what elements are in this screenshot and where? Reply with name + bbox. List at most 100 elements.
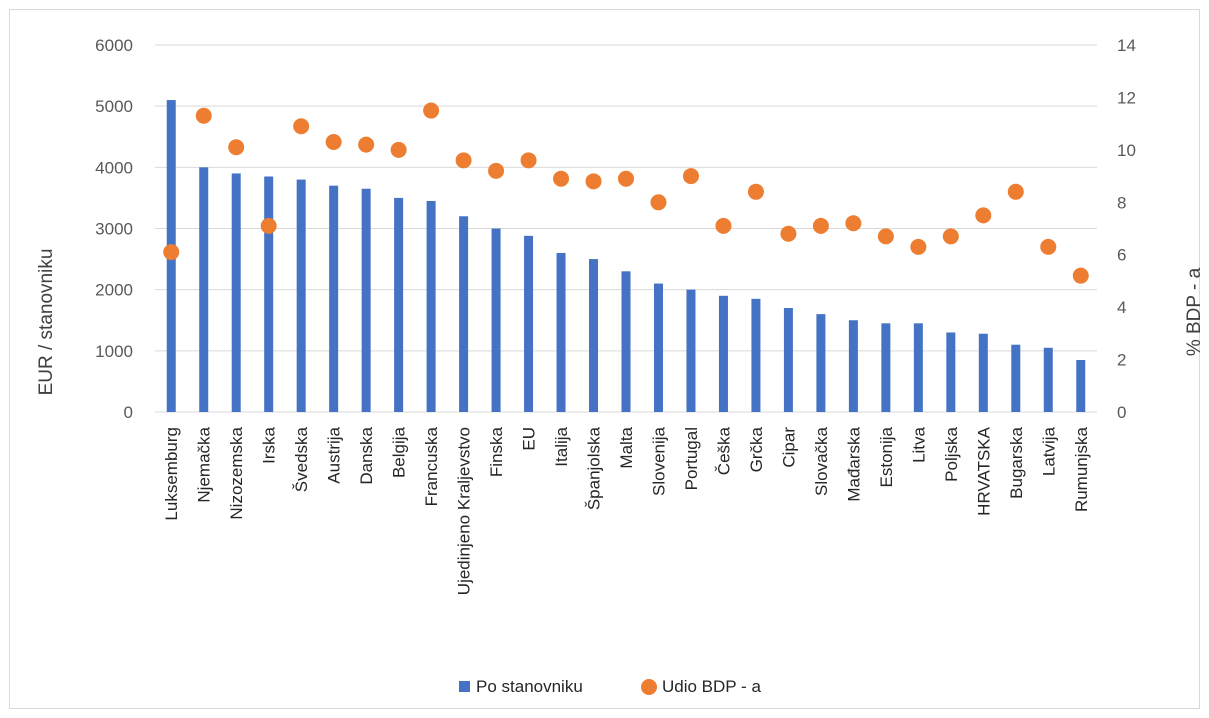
legend-swatch-bar [459, 681, 470, 692]
left-tick-label: 6000 [95, 36, 133, 55]
category-label: Poljska [942, 426, 961, 481]
data-point [325, 133, 342, 150]
right-tick-label: 14 [1117, 36, 1136, 55]
bar [231, 173, 241, 412]
left-tick-label: 3000 [95, 220, 133, 239]
data-point [910, 238, 927, 255]
bar [751, 298, 761, 412]
data-point [715, 217, 732, 234]
bar [816, 314, 826, 412]
category-label: Njemačka [195, 426, 214, 502]
category-label: Mađarska [844, 426, 863, 501]
data-point [553, 170, 570, 187]
category-label: Švedska [292, 426, 311, 492]
data-point [390, 141, 407, 158]
bar [621, 271, 631, 412]
right-tick-label: 4 [1117, 298, 1126, 317]
bar [426, 200, 436, 412]
category-label: Belgija [390, 426, 409, 478]
category-label: Irska [260, 426, 279, 463]
right-tick-label: 8 [1117, 193, 1126, 212]
category-label: Austrija [325, 426, 344, 483]
bar [296, 179, 306, 412]
left-tick-label: 0 [124, 403, 133, 422]
bar [329, 185, 339, 412]
category-label: Nizozemska [227, 426, 246, 519]
data-point [163, 244, 180, 261]
right-axis-ticks: 0 2 4 6 8 10 12 14 [1117, 36, 1136, 422]
data-point [260, 217, 277, 234]
data-point [942, 228, 959, 245]
category-label: Slovačka [812, 426, 831, 496]
legend: Po stanovniku Udio BDP - a [459, 677, 761, 696]
bar [394, 197, 404, 412]
bar [653, 283, 663, 412]
category-label: Francuska [422, 426, 441, 506]
category-label: Češka [714, 426, 733, 475]
data-point [293, 118, 310, 135]
right-tick-label: 10 [1117, 141, 1136, 160]
data-point [975, 207, 992, 224]
category-label: Malta [617, 426, 636, 468]
category-label: HRVATSKA [974, 426, 993, 515]
left-tick-label: 1000 [95, 342, 133, 361]
bar [589, 259, 599, 412]
legend-label-bar: Po stanovniku [476, 677, 583, 696]
bar [913, 323, 923, 412]
bar [491, 228, 501, 412]
data-point [877, 228, 894, 245]
left-axis-title: EUR / stanovniku [36, 249, 57, 396]
bar [783, 308, 793, 412]
bar [978, 333, 988, 412]
bar [718, 295, 728, 412]
bar [686, 289, 696, 412]
data-point [1072, 267, 1089, 284]
gridlines [155, 44, 1097, 413]
category-label: Litva [909, 426, 928, 462]
scatter-series-udio-bdp [163, 102, 1089, 284]
data-point [650, 194, 667, 211]
category-label: Portugal [682, 427, 701, 490]
category-label: Španjolska [585, 426, 604, 510]
left-tick-label: 2000 [95, 281, 133, 300]
data-point [195, 107, 212, 124]
left-tick-label: 5000 [95, 97, 133, 116]
category-label: Ujedinjeno Kraljevstvo [455, 427, 474, 595]
category-label: Rumunjska [1072, 426, 1091, 512]
data-point [618, 170, 634, 187]
bar [946, 332, 956, 412]
category-label: Estonija [877, 426, 896, 487]
category-label: Danska [357, 426, 376, 484]
bar [524, 235, 534, 412]
right-tick-label: 12 [1117, 88, 1136, 107]
data-point [585, 173, 602, 190]
bar [264, 176, 274, 412]
data-point [747, 183, 764, 200]
bar [199, 167, 209, 412]
category-label: Luksemburg [162, 427, 181, 521]
data-point [488, 162, 505, 179]
bar [361, 188, 371, 412]
category-label: Bugarska [1007, 426, 1026, 498]
right-tick-label: 6 [1117, 246, 1126, 265]
category-label: Grčka [747, 426, 766, 472]
category-label: Finska [487, 426, 506, 477]
category-labels: Luksemburg Njemačka Nizozemska Irska Švedska… [162, 426, 1091, 595]
data-point [1007, 183, 1024, 200]
data-point [228, 139, 245, 156]
category-label: EU [520, 427, 539, 451]
bar [848, 320, 858, 412]
category-label: Slovenija [649, 426, 668, 496]
category-label: Latvija [1039, 426, 1058, 476]
data-point [780, 225, 797, 242]
category-label: Cipar [779, 427, 798, 468]
left-tick-label: 4000 [95, 158, 133, 177]
category-label: Italija [552, 426, 571, 466]
right-tick-label: 0 [1117, 403, 1126, 422]
bar [556, 252, 566, 412]
legend-label-dot: Udio BDP - a [662, 677, 761, 696]
bar [881, 323, 891, 412]
data-point [1040, 238, 1057, 255]
data-point [520, 152, 537, 169]
